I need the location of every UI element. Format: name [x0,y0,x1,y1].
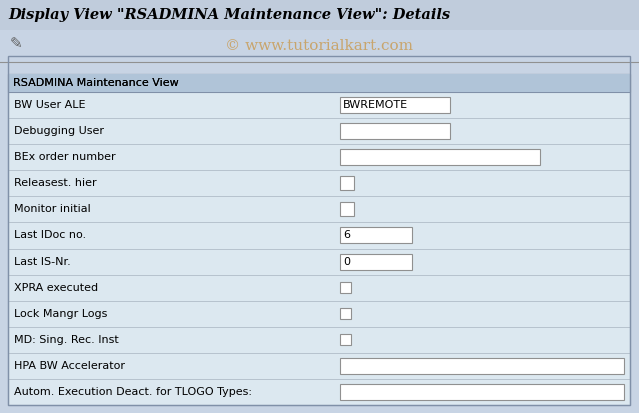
FancyBboxPatch shape [340,308,351,319]
FancyBboxPatch shape [340,334,351,345]
Text: Last IDoc no.: Last IDoc no. [14,230,86,240]
Text: HPA BW Accelerator: HPA BW Accelerator [14,361,125,371]
Text: © www.tutorialkart.com: © www.tutorialkart.com [225,39,413,53]
FancyBboxPatch shape [340,176,354,190]
Text: XPRA executed: XPRA executed [14,282,98,293]
Text: Display View "RSADMINA Maintenance View": Details: Display View "RSADMINA Maintenance View"… [8,8,450,22]
FancyBboxPatch shape [340,202,354,216]
FancyBboxPatch shape [8,74,630,92]
FancyBboxPatch shape [8,74,630,92]
FancyBboxPatch shape [340,228,412,243]
FancyBboxPatch shape [340,149,540,165]
FancyBboxPatch shape [340,282,351,293]
Text: BW User ALE: BW User ALE [14,100,86,110]
Text: MD: Sing. Rec. Inst: MD: Sing. Rec. Inst [14,335,119,345]
Text: Last IS-Nr.: Last IS-Nr. [14,256,71,266]
FancyBboxPatch shape [340,97,450,113]
Text: RSADMINA Maintenance View: RSADMINA Maintenance View [13,78,179,88]
Text: Debugging User: Debugging User [14,126,104,136]
FancyBboxPatch shape [340,254,412,270]
Text: ✎: ✎ [10,36,23,52]
Text: RSADMINA Maintenance View: RSADMINA Maintenance View [13,78,179,88]
FancyBboxPatch shape [8,74,630,405]
Text: BWREMOTE: BWREMOTE [343,100,408,110]
Text: Autom. Execution Deact. for TLOGO Types:: Autom. Execution Deact. for TLOGO Types: [14,387,252,397]
FancyBboxPatch shape [340,384,624,400]
Text: 6: 6 [343,230,350,240]
FancyBboxPatch shape [340,123,450,139]
FancyBboxPatch shape [0,0,639,30]
FancyBboxPatch shape [340,358,624,374]
Text: 0: 0 [343,256,350,266]
Text: BEx order number: BEx order number [14,152,116,162]
Text: Releasest. hier: Releasest. hier [14,178,96,188]
FancyBboxPatch shape [0,30,639,62]
Text: Lock Mangr Logs: Lock Mangr Logs [14,309,107,319]
Text: Monitor initial: Monitor initial [14,204,91,214]
